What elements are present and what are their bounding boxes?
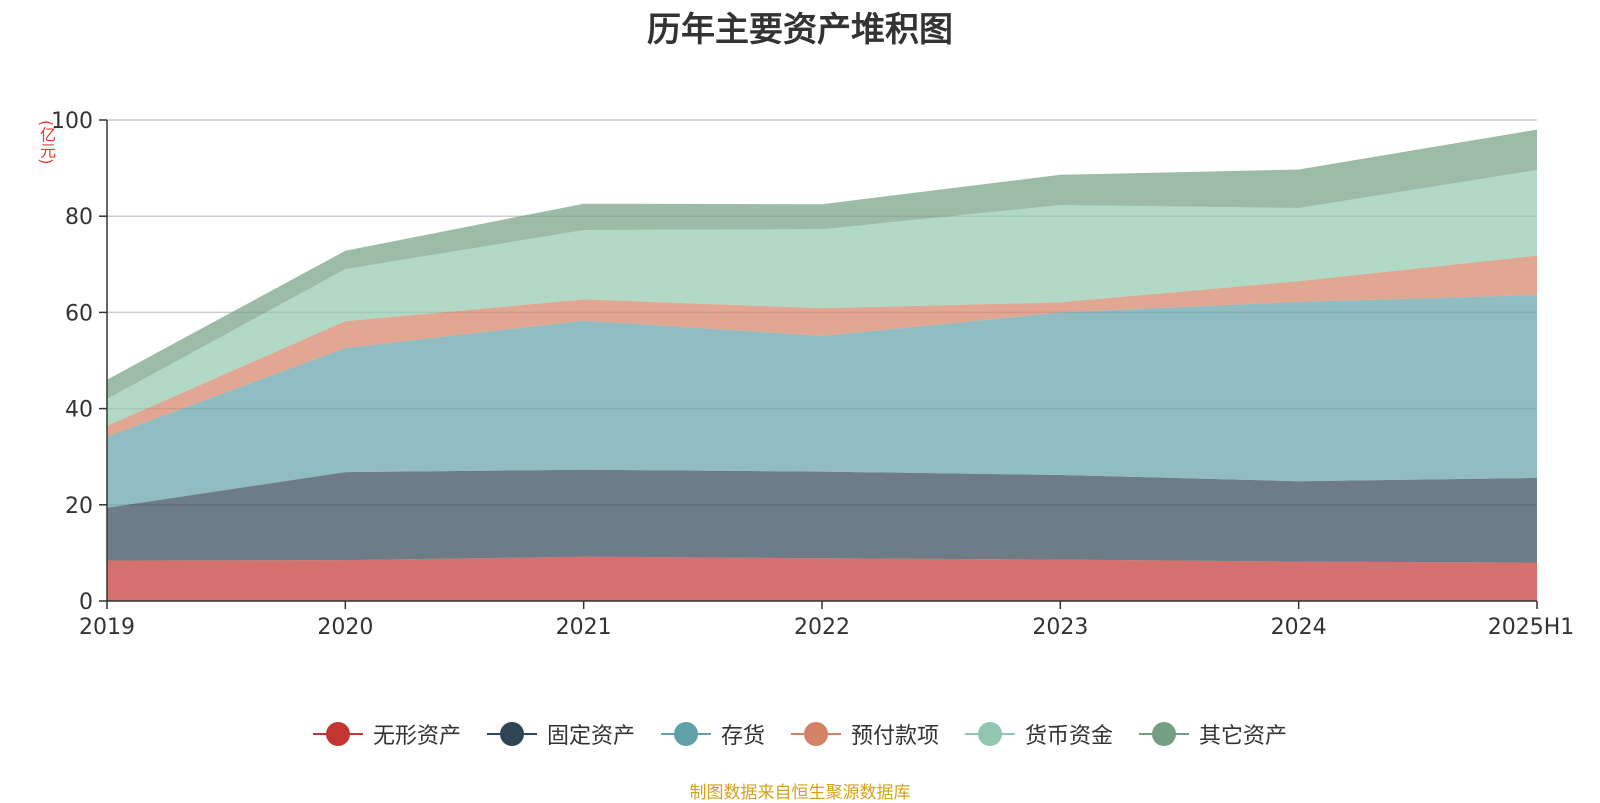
legend-label: 存货 — [720, 724, 765, 749]
legend-item[interactable]: 其它资产 — [1139, 718, 1287, 750]
legend-swatch-icon — [486, 722, 537, 746]
area-layer — [107, 129, 1537, 601]
x-tick-label: 2023 — [1032, 615, 1088, 640]
area-series-5 — [107, 170, 1537, 426]
legend-item[interactable]: 无形资产 — [312, 718, 461, 750]
y-tick-label: 60 — [65, 301, 93, 326]
legend-item[interactable]: 固定资产 — [486, 718, 635, 750]
x-tick-label: 2021 — [556, 615, 612, 640]
legend-label: 无形资产 — [372, 724, 461, 749]
x-tick-label: 2025H1 — [1488, 615, 1575, 640]
legend-swatch-icon — [965, 722, 1016, 746]
y-tick-label: 20 — [65, 494, 93, 519]
axis-layer: 0 20 40 60 80 100 2019 2020 2021 2022 2023 2024 2025… — [51, 109, 1574, 640]
legend-swatch-icon — [1139, 722, 1190, 746]
legend-item[interactable]: 预付款项 — [791, 718, 939, 750]
area-series-4 — [107, 255, 1537, 437]
y-tick-label: 80 — [65, 205, 93, 230]
source-note: 制图数据来自恒生聚源数据库 — [689, 783, 911, 803]
x-tick-label: 2019 — [79, 615, 135, 640]
y-tick-label: 100 — [51, 109, 93, 134]
legend-label: 货币资金 — [1025, 724, 1114, 749]
chart-title: 历年主要资产堆积图 — [647, 10, 953, 50]
x-tick-label: 2022 — [794, 615, 850, 640]
y-axis-unit: (亿元) — [37, 120, 56, 165]
area-series-3 — [107, 295, 1537, 508]
legend-swatch-icon — [312, 722, 363, 746]
legend: 无形资产 固定资产 存货 预付款项 货币资金 其它资产 — [0, 718, 1600, 750]
legend-item[interactable]: 货币资金 — [965, 718, 1113, 750]
y-tick-label: 40 — [65, 398, 93, 423]
legend-label: 固定资产 — [546, 724, 635, 749]
legend-swatch-icon — [660, 722, 711, 746]
area-series-1 — [107, 556, 1537, 601]
area-series-2 — [107, 469, 1537, 563]
legend-item[interactable]: 存货 — [660, 718, 765, 750]
x-tick-label: 2024 — [1271, 615, 1327, 640]
legend-label: 预付款项 — [851, 724, 940, 749]
y-tick-label: 0 — [79, 590, 93, 615]
area-series-6 — [107, 129, 1537, 399]
legend-label: 其它资产 — [1199, 724, 1288, 749]
legend-swatch-icon — [791, 722, 841, 746]
x-tick-label: 2020 — [317, 615, 373, 640]
